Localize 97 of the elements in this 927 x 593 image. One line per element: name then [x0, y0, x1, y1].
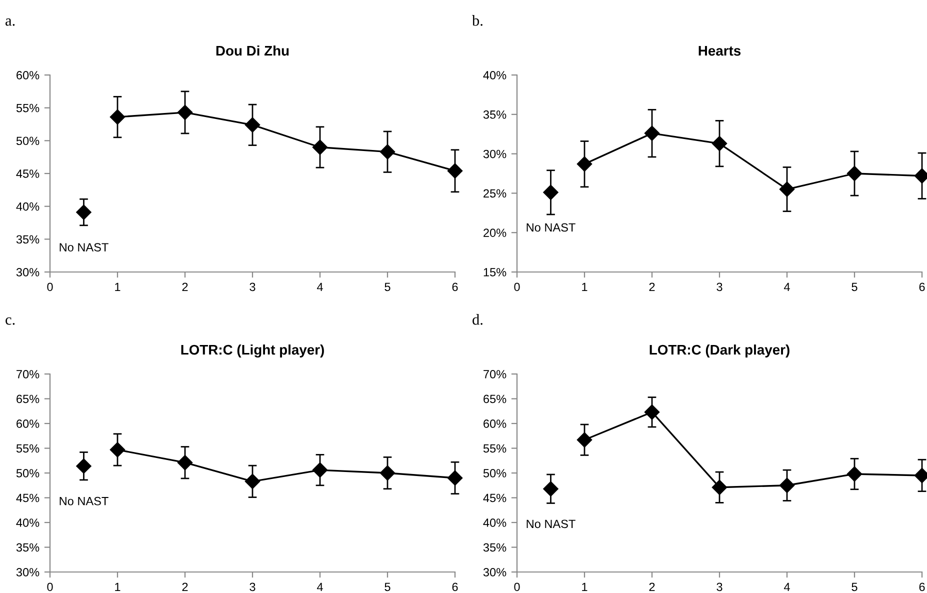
point [76, 204, 92, 220]
point [447, 470, 463, 486]
y-tick-label: 40% [483, 518, 506, 527]
x-tick-label: 3 [716, 582, 722, 592]
x-tick-label: 3 [250, 582, 256, 592]
annotation: No NAST [60, 496, 108, 506]
x-tick-label: 5 [852, 282, 858, 292]
x-tick-label: 5 [384, 582, 390, 592]
x-tick-label: 0 [47, 282, 53, 292]
annotation: No NAST [60, 243, 108, 252]
point [177, 104, 193, 120]
y-tick-label: 70% [484, 370, 506, 378]
x-tick-label: 1 [582, 582, 588, 591]
x-tick-label: 2 [182, 282, 188, 291]
point [380, 465, 396, 481]
y-tick-label: 60% [16, 420, 40, 428]
annotation: No NAST [526, 223, 576, 232]
chart-title: LOTR:C (Light player) [181, 344, 324, 358]
point [76, 458, 92, 474]
point [644, 126, 660, 141]
y-tick-label: 50% [483, 469, 506, 478]
y-tick-label: 30% [16, 268, 40, 276]
chart-title: Dou Di Zhu [216, 45, 289, 56]
text: b. [472, 15, 482, 26]
y-tick-label: 60% [16, 71, 40, 80]
x-tick-label: 2 [182, 582, 188, 591]
y-tick-label: 60% [484, 420, 506, 428]
x-tick-label: 1 [115, 582, 120, 591]
y-tick-label: 40% [483, 71, 506, 80]
point [110, 442, 126, 458]
x-tick-label: 6 [452, 582, 458, 592]
point [244, 117, 260, 132]
y-tick-label: 20% [484, 228, 506, 237]
y-tick-label: 15% [484, 268, 506, 276]
y-tick-label: 50% [16, 136, 40, 146]
x-tick-label: 4 [316, 282, 323, 291]
y-tick-label: 40% [16, 518, 40, 527]
point [543, 481, 558, 496]
x-tick-label: 6 [452, 282, 458, 292]
point [846, 166, 862, 182]
y-tick-label: 70% [16, 370, 40, 378]
y-tick-label: 30% [483, 150, 506, 158]
x-tick-label: 2 [649, 282, 655, 291]
text: d. [472, 314, 482, 325]
y-tick-label: 35% [483, 110, 506, 119]
point [644, 404, 660, 420]
chart-title: LOTR:C (Dark player) [650, 344, 790, 358]
x-tick-label: 5 [384, 282, 390, 292]
x-tick-label: 5 [852, 582, 858, 592]
y-tick-label: 30% [16, 568, 40, 576]
x-tick-label: 2 [649, 582, 655, 591]
x-tick-label: 4 [784, 282, 790, 291]
y-tick-label: 35% [16, 543, 40, 552]
point [779, 182, 795, 197]
x-tick-label: 0 [514, 282, 520, 292]
x-tick-label: 0 [47, 582, 53, 592]
text: a. [6, 18, 15, 26]
point [576, 156, 592, 172]
x-tick-label: 4 [316, 582, 323, 591]
point [447, 163, 463, 178]
point [244, 474, 260, 489]
point [312, 462, 328, 478]
x-tick-label: 4 [784, 582, 790, 591]
point [110, 109, 126, 125]
point [380, 144, 396, 160]
y-tick-label: 55% [483, 444, 506, 453]
point [779, 478, 795, 493]
x-tick-label: 1 [582, 282, 588, 291]
y-tick-label: 30% [483, 568, 506, 576]
y-tick-label: 45% [483, 494, 506, 502]
x-tick-label: 6 [919, 282, 925, 292]
x-tick-label: 3 [250, 282, 256, 292]
y-tick-label: 45% [16, 494, 40, 502]
y-tick-label: 55% [16, 104, 40, 112]
y-tick-label: 50% [16, 469, 40, 478]
y-tick-label: 40% [16, 202, 40, 211]
point [846, 466, 862, 482]
y-tick-label: 65% [16, 394, 40, 404]
point [543, 184, 558, 200]
x-tick-label: 1 [115, 282, 120, 291]
point [312, 140, 328, 155]
point [177, 455, 193, 470]
point [712, 136, 728, 152]
text: c. [6, 317, 15, 325]
chart-title: Hearts [698, 46, 741, 56]
point [576, 432, 592, 448]
y-tick-label: 35% [16, 235, 40, 244]
point [712, 480, 728, 495]
y-tick-label: 55% [16, 444, 40, 453]
y-tick-label: 45% [16, 170, 40, 178]
y-tick-label: 35% [483, 543, 506, 552]
annotation: No NAST [526, 520, 576, 528]
x-tick-label: 6 [919, 582, 925, 592]
y-tick-label: 25% [484, 189, 506, 198]
x-tick-label: 0 [514, 582, 520, 592]
x-tick-label: 3 [716, 282, 722, 292]
y-tick-label: 65% [484, 394, 506, 404]
